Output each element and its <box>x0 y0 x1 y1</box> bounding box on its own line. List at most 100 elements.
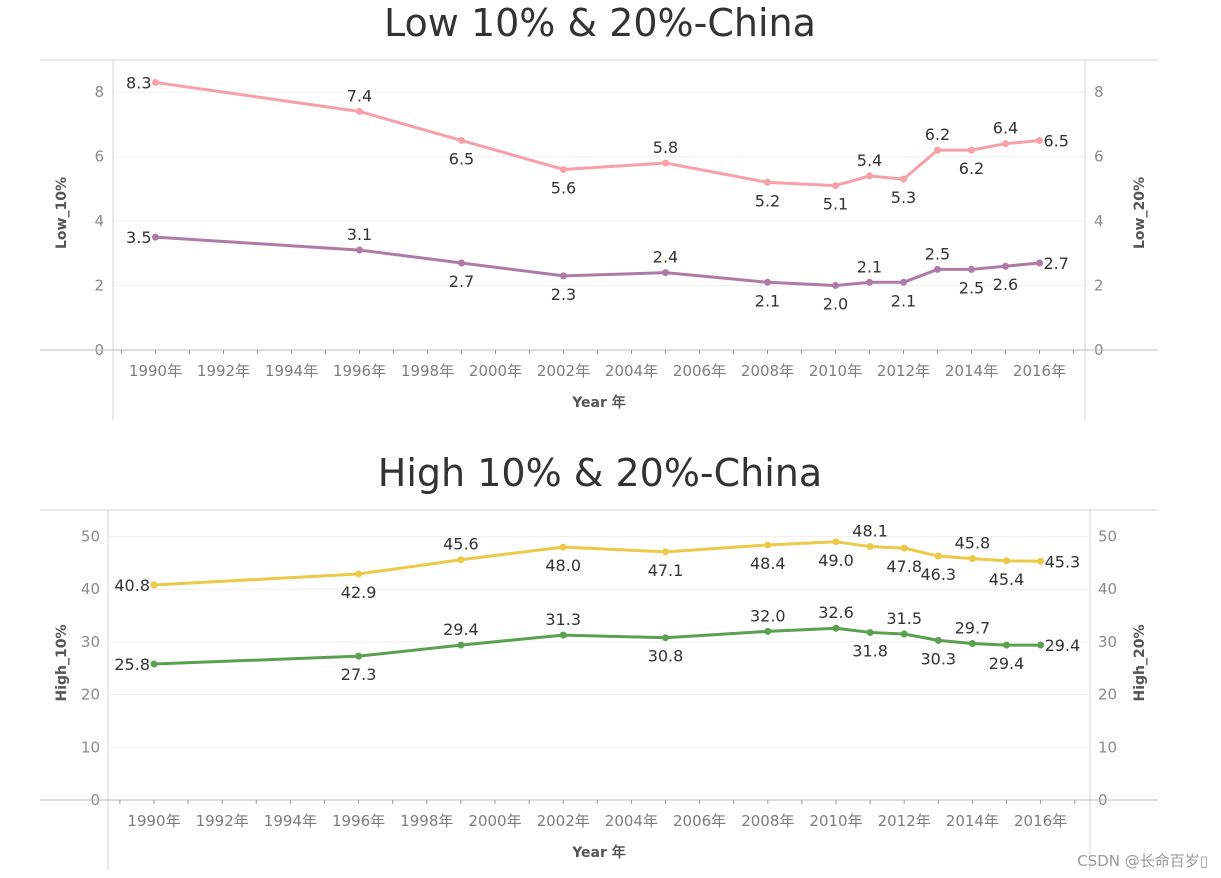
data-point <box>866 172 873 180</box>
data-point <box>900 278 907 286</box>
data-point <box>866 278 873 286</box>
data-point <box>934 636 942 644</box>
data-label: 2.7 <box>449 272 474 291</box>
y-tick-label-right: 2 <box>1094 277 1104 295</box>
y-axis-title-left: Low_10% <box>54 177 70 249</box>
data-point <box>866 543 874 551</box>
x-axis-title: Year 年 <box>571 844 626 861</box>
data-point <box>1002 262 1009 270</box>
data-point <box>1037 641 1045 649</box>
data-label: 5.3 <box>891 188 916 207</box>
x-tick-label: 2000年 <box>468 812 521 830</box>
x-tick-label: 1994年 <box>265 362 318 380</box>
series-line <box>154 80 1041 188</box>
x-tick-label: 2000年 <box>469 362 522 380</box>
y-tick-label-left: 50 <box>81 528 100 546</box>
x-tick-label: 2008年 <box>741 812 794 830</box>
data-point <box>662 634 669 642</box>
data-label: 6.2 <box>959 159 984 178</box>
data-point <box>934 552 942 560</box>
data-label: 5.2 <box>755 191 780 210</box>
data-point <box>934 265 941 273</box>
data-point <box>968 555 976 563</box>
y-axis-title-right: Low_20% <box>1132 177 1148 249</box>
data-label: 2.1 <box>755 291 780 310</box>
data-point <box>150 660 158 668</box>
data-label: 5.1 <box>823 195 848 214</box>
x-tick-label: 1992年 <box>197 362 250 380</box>
data-point <box>900 544 908 552</box>
data-label: 49.0 <box>818 551 854 570</box>
data-label: 5.4 <box>857 151 882 170</box>
data-label: 30.3 <box>920 649 956 668</box>
data-label: 31.5 <box>886 609 922 628</box>
chart-title: High 10% & 20%-China <box>378 451 822 495</box>
data-label: 48.0 <box>545 556 581 575</box>
data-point <box>355 570 363 578</box>
data-point <box>832 282 839 290</box>
y-tick-label-right: 20 <box>1098 686 1117 704</box>
data-label: 32.6 <box>818 603 854 622</box>
data-label: 25.8 <box>114 655 150 674</box>
data-point <box>1036 136 1043 144</box>
x-tick-label: 1998年 <box>401 362 454 380</box>
y-tick-label-left: 40 <box>81 580 100 598</box>
data-label: 30.8 <box>648 647 684 666</box>
data-point <box>832 624 840 632</box>
y-tick-label-right: 8 <box>1094 83 1104 101</box>
y-tick-label-left: 4 <box>94 212 104 230</box>
data-label: 2.5 <box>959 278 984 297</box>
x-tick-label: 2002年 <box>537 812 590 830</box>
data-point <box>764 278 771 286</box>
data-label: 42.9 <box>341 583 377 602</box>
x-tick-label: 2006年 <box>673 362 726 380</box>
data-point <box>458 136 465 144</box>
y-tick-label-right: 40 <box>1098 580 1117 598</box>
data-label: 45.4 <box>989 570 1025 589</box>
data-label: 6.2 <box>925 125 950 144</box>
data-label: 32.0 <box>750 606 786 625</box>
data-point <box>560 272 567 280</box>
data-point <box>1002 140 1009 148</box>
data-label: 48.4 <box>750 554 786 573</box>
data-point <box>559 631 567 639</box>
data-label: 2.1 <box>891 291 916 310</box>
data-label: 47.1 <box>648 561 684 580</box>
data-point <box>968 265 975 273</box>
data-label: 2.7 <box>1044 254 1069 273</box>
data-label: 3.1 <box>347 225 372 244</box>
data-point <box>1003 641 1010 649</box>
y-tick-label-left: 6 <box>94 148 104 166</box>
data-point <box>1036 259 1043 267</box>
x-tick-label: 1998年 <box>400 812 453 830</box>
data-point <box>152 233 159 241</box>
data-point <box>662 269 669 277</box>
x-tick-label: 1992年 <box>196 812 249 830</box>
data-label: 47.8 <box>886 557 922 576</box>
data-point <box>968 146 975 154</box>
data-point <box>152 78 159 86</box>
data-point <box>560 165 567 173</box>
data-label: 6.5 <box>1044 131 1069 150</box>
data-point <box>764 178 771 186</box>
data-point <box>832 538 840 546</box>
x-tick-label: 2008年 <box>741 362 794 380</box>
data-point <box>559 543 567 551</box>
data-label: 6.5 <box>449 149 474 168</box>
data-point <box>662 159 669 167</box>
y-tick-label-right: 30 <box>1098 633 1117 651</box>
y-tick-label-left: 2 <box>94 277 104 295</box>
x-tick-label: 2010年 <box>809 362 862 380</box>
data-point <box>900 175 907 183</box>
data-label: 29.4 <box>443 620 479 639</box>
data-label: 2.4 <box>653 248 678 267</box>
x-tick-label: 2010年 <box>809 812 862 830</box>
data-point <box>1003 557 1010 565</box>
x-tick-label: 2004年 <box>605 362 658 380</box>
y-tick-label-right: 6 <box>1094 148 1104 166</box>
y-tick-label-right: 50 <box>1098 528 1117 546</box>
data-label: 7.4 <box>347 86 372 105</box>
x-axis-title: Year 年 <box>571 394 626 411</box>
data-label: 2.3 <box>551 285 576 304</box>
